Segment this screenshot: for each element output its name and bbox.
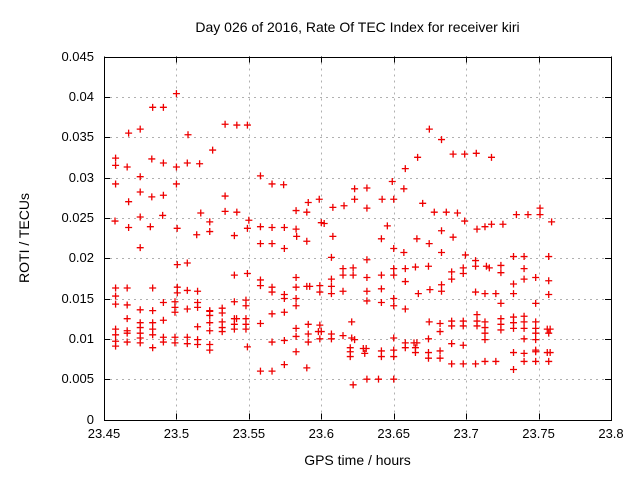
x-axis-title: GPS time / hours	[304, 452, 411, 468]
y-tick-label: 0.005	[61, 371, 94, 387]
x-tick-label: 23.75	[522, 426, 555, 441]
chart-title: Day 026 of 2016, Rate Of TEC Index for r…	[195, 19, 520, 35]
y-tick-label: 0.025	[61, 209, 94, 225]
grid-lines	[104, 56, 611, 420]
x-tick-label: 23.45	[87, 426, 121, 441]
y-tick-label: 0.035	[61, 129, 94, 145]
y-tick-label: 0.04	[68, 88, 94, 104]
plot-border	[104, 57, 612, 421]
x-tick-label: 23.65	[377, 426, 410, 441]
y-tick-label: 0.045	[61, 48, 94, 64]
x-tick-label: 23.6	[308, 426, 334, 441]
y-axis-title: ROTI / TECUs	[16, 193, 32, 283]
y-tick-label: 0.02	[68, 250, 94, 266]
y-tick-label: 0.015	[61, 290, 94, 306]
x-tick-label: 23.55	[232, 426, 266, 441]
y-tick-label: 0.03	[68, 169, 94, 185]
x-tick-label: 23.8	[598, 426, 624, 441]
y-tick-label: 0.01	[68, 330, 94, 346]
axis-ticks	[104, 56, 612, 421]
x-tick-label: 23.5	[163, 426, 190, 441]
y-tick-label: 0	[86, 411, 94, 427]
x-tick-label: 23.7	[453, 426, 479, 441]
scatter-points	[111, 90, 556, 389]
